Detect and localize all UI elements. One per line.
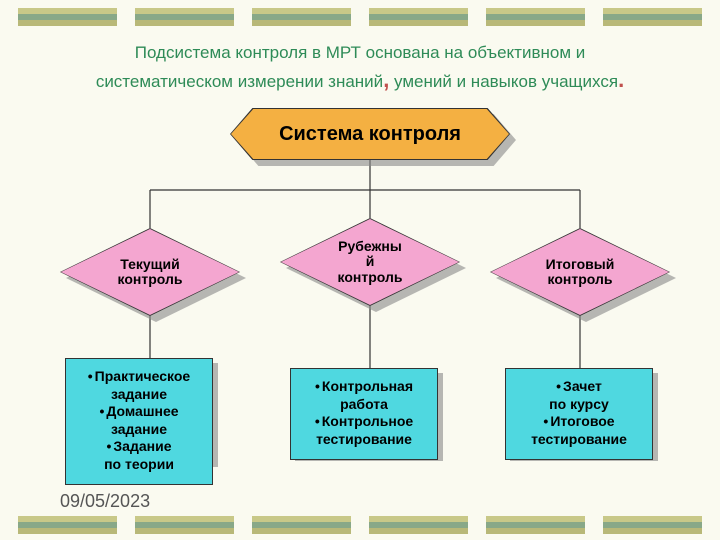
diamond-label: Итоговыйконтроль (491, 229, 669, 315)
leaf-item: Практическоезадание (70, 368, 208, 403)
leaf-box-0: ПрактическоезаданиеДомашнеезаданиеЗадани… (65, 358, 213, 485)
diamond-node-1: Рубежныйконтроль (280, 218, 460, 306)
leaf-item: Контрольноетестирование (295, 413, 433, 448)
leaf-item: Зачетпо курсу (510, 378, 648, 413)
decorative-stripe-bottom (0, 516, 720, 534)
leaf-item: Заданиепо теории (70, 438, 208, 473)
leaf-item: Контрольнаяработа (295, 378, 433, 413)
subtitle-line2a: систематическом измерении знаний (96, 72, 383, 91)
leaf-box-2: Зачетпо курсуИтоговоетестирование (505, 368, 653, 460)
diagram: Система контроля Текущийконтроль Практиче… (0, 108, 720, 482)
diamond-label: Текущийконтроль (61, 229, 239, 315)
diamond-label: Рубежныйконтроль (281, 219, 459, 305)
subtitle: Подсистема контроля в МРТ основана на об… (60, 42, 660, 95)
leaf-box-1: КонтрольнаяработаКонтрольноетестирование (290, 368, 438, 460)
slide-date: 09/05/2023 (60, 491, 150, 512)
accent-period: . (618, 67, 624, 92)
decorative-stripe-top (0, 8, 720, 26)
leaf-item: Итоговоетестирование (510, 413, 648, 448)
root-node: Система контроля (230, 108, 510, 160)
leaf-item: Домашнеезадание (70, 403, 208, 438)
subtitle-line2b: умений и навыков учащихся (389, 72, 618, 91)
diamond-node-2: Итоговыйконтроль (490, 228, 670, 316)
root-label: Система контроля (231, 109, 509, 159)
subtitle-line1: Подсистема контроля в МРТ основана на об… (135, 43, 586, 62)
diamond-node-0: Текущийконтроль (60, 228, 240, 316)
